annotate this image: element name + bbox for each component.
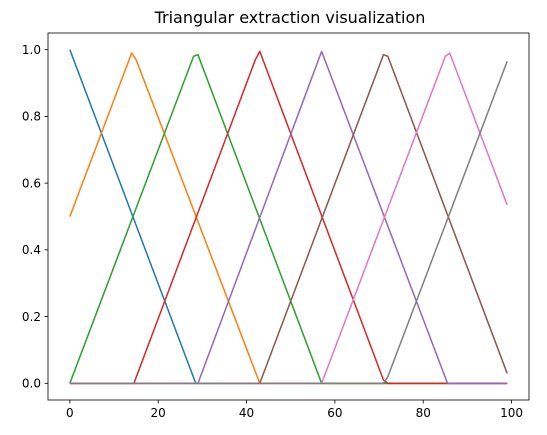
x-tick-label: 20 <box>151 406 166 420</box>
x-tick-label: 40 <box>239 406 254 420</box>
x-tick-label: 0 <box>66 406 74 420</box>
series-line-8 <box>69 61 508 385</box>
x-tick-label: 80 <box>416 406 431 420</box>
series-layer <box>69 49 508 385</box>
x-axis: 0 20 40 60 80 100 <box>66 400 523 420</box>
chart-title: Triangular extraction visualization <box>154 8 426 27</box>
y-tick-label: 1.0 <box>22 43 41 57</box>
y-tick-label: 0.2 <box>22 310 41 324</box>
y-tick-label: 0.8 <box>22 110 41 124</box>
series-line-5 <box>69 50 508 385</box>
y-axis: 0.0 0.2 0.4 0.6 0.8 1.0 <box>22 43 48 391</box>
plot-frame <box>47 32 530 401</box>
series-line-2 <box>69 52 508 385</box>
series-line-1 <box>69 49 508 385</box>
series-line-7 <box>69 52 508 385</box>
x-tick-label: 100 <box>500 406 523 420</box>
y-tick-label: 0.0 <box>22 377 41 391</box>
y-tick-label: 0.4 <box>22 243 41 257</box>
series-line-6 <box>69 53 508 385</box>
x-tick-label: 60 <box>327 406 342 420</box>
series-line-4 <box>69 50 508 385</box>
series-line-3 <box>69 53 508 385</box>
y-tick-label: 0.6 <box>22 176 41 190</box>
